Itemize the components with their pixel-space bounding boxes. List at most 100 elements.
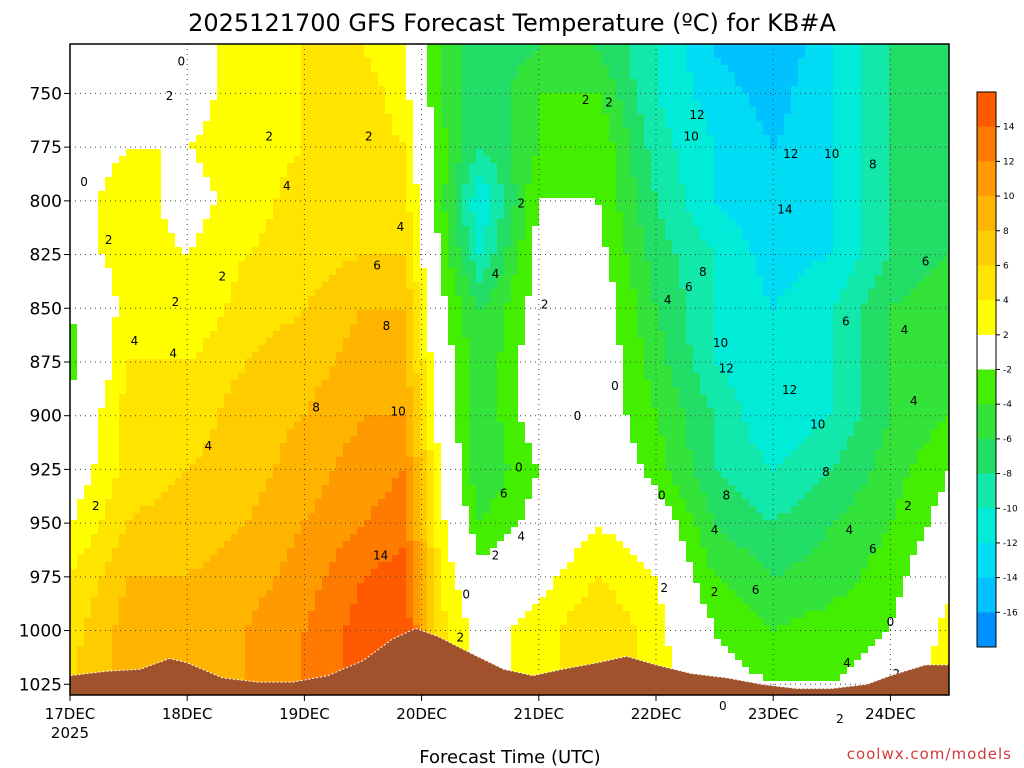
temperature-field	[70, 44, 949, 695]
colorbar-tick-label: -14	[1003, 574, 1018, 584]
y-tick-label: 850	[30, 299, 62, 319]
y-tick-label: 775	[30, 138, 62, 158]
contour-label: 2	[456, 630, 464, 644]
contour-label: 10	[824, 147, 839, 161]
y-tick-label: 875	[30, 353, 62, 373]
contour-label: 2	[517, 196, 525, 210]
contour-label: 2	[582, 93, 590, 107]
colorbar-swatch	[977, 508, 996, 544]
y-tick-label: 800	[30, 192, 62, 212]
contour-label: 0	[515, 461, 523, 475]
colorbar-tick-label: 10	[1003, 192, 1015, 202]
contour-label: 2	[711, 585, 719, 599]
y-tick-label: 900	[30, 407, 62, 427]
x-tick-label: 22DEC	[631, 705, 682, 723]
colorbar-swatch	[977, 196, 996, 232]
contour-label: 2	[892, 667, 900, 681]
contour-label: 4	[910, 394, 918, 408]
contour-label: 2	[605, 95, 613, 109]
contour-label: 4	[846, 523, 854, 537]
contour-label: 2	[105, 233, 113, 247]
contour-label: 8	[699, 265, 707, 279]
colorbar-swatch	[977, 265, 996, 301]
contour-label: 2	[904, 499, 912, 513]
colorbar-tick-label: -10	[1003, 504, 1018, 514]
contour-label: 4	[517, 529, 525, 543]
contour-label: 12	[689, 108, 704, 122]
contour-label: 4	[492, 267, 500, 281]
contour-label: 10	[810, 418, 825, 432]
colorbar-tick-label: 6	[1003, 261, 1009, 271]
source-credit[interactable]: coolwx.com/models	[847, 745, 1012, 763]
x-tick-label: 24DEC	[865, 705, 916, 723]
y-tick-label: 1000	[19, 622, 62, 642]
y-tick-label: 1025	[19, 675, 62, 695]
y-tick-label: 975	[30, 568, 62, 588]
contour-label: 2	[365, 130, 373, 144]
contour-label: 10	[713, 336, 728, 350]
contour-label: 6	[500, 486, 508, 500]
contour-label: 4	[397, 220, 405, 234]
x-tick-label: 23DEC	[748, 705, 799, 723]
contour-label: 2	[166, 89, 174, 103]
contour-label: 14	[777, 203, 792, 217]
colorbar-tick-label: -8	[1003, 470, 1012, 480]
contour-label: 8	[822, 465, 830, 479]
colorbar-tick-label: 4	[1003, 296, 1009, 306]
contour-label: 0	[80, 175, 88, 189]
x-tick-label: 20DEC	[396, 705, 447, 723]
contour-label: 14	[373, 549, 388, 563]
colorbar-swatch	[977, 404, 996, 440]
contour-label: 0	[887, 615, 895, 629]
contour-label: 0	[462, 587, 470, 601]
contour-label: 2	[541, 297, 549, 311]
contour-label: 0	[719, 699, 727, 713]
contour-label: 0	[178, 54, 186, 68]
contour-label: 0	[574, 409, 582, 423]
colorbar-swatch	[977, 230, 996, 266]
colorbar-tick-label: 12	[1003, 157, 1014, 167]
contour-label: 4	[283, 179, 291, 193]
contour-label: 4	[169, 347, 177, 361]
contour-label: 6	[922, 254, 930, 268]
x-axis-year: 2025	[51, 724, 89, 742]
contour-label: 0	[658, 488, 666, 502]
chart-title: 2025121700 GFS Forecast Temperature (ºC)…	[188, 9, 836, 37]
colorbar-swatch	[977, 473, 996, 509]
contour-label: 8	[383, 319, 391, 333]
contour-label: 8	[869, 158, 877, 172]
y-tick-label: 950	[30, 514, 62, 534]
colorbar-swatch	[977, 438, 996, 475]
contour-label: 4	[843, 656, 851, 670]
terrain-fill	[70, 627, 949, 695]
colorbar-swatch	[977, 577, 996, 613]
contour-label: 10	[391, 405, 406, 419]
x-axis-label: Forecast Time (UTC)	[419, 747, 600, 768]
contour-label: 0	[611, 379, 619, 393]
contour-label: 4	[204, 439, 212, 453]
contour-label: 4	[131, 334, 139, 348]
contour-label: 4	[711, 523, 719, 537]
contour-label: 2	[219, 269, 227, 283]
contour-label: 6	[869, 542, 877, 556]
y-tick-label: 750	[30, 84, 62, 104]
contour-label: 2	[265, 130, 273, 144]
contour-label: 12	[782, 383, 797, 397]
colorbar-swatch	[977, 126, 996, 162]
terrain-surface	[70, 627, 949, 695]
contour-label: 8	[312, 400, 320, 414]
contour-label: 12	[719, 362, 734, 376]
colorbar-swatch	[977, 612, 996, 648]
y-axis-ticks: 750 775 800 825 850 875 900 925 950 975 1000 1025	[19, 84, 70, 695]
plot-frame	[69, 43, 950, 696]
colorbar-tick-label: -4	[1003, 400, 1012, 410]
contour-label: 6	[752, 583, 760, 597]
x-axis-ticks: 17DEC 18DEC 19DEC 20DEC 21DEC 22DEC 23DEC 24DEC	[45, 695, 916, 723]
colorbar-tick-label: -6	[1003, 435, 1012, 445]
contour-label: 2	[92, 499, 100, 513]
y-tick-label: 825	[30, 246, 62, 266]
contour-label: 6	[685, 280, 693, 294]
contour-label: 10	[684, 130, 699, 144]
